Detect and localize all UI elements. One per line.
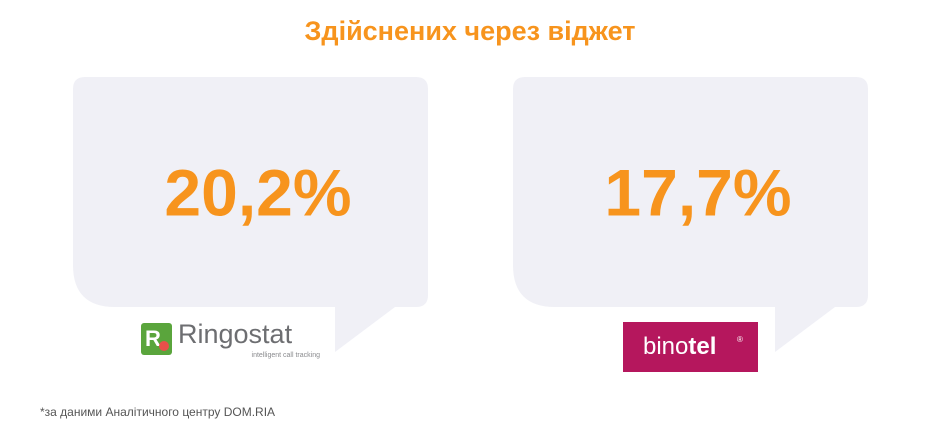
speech-bubble bbox=[513, 77, 868, 352]
logo-name: Ringostat bbox=[178, 319, 293, 349]
logo-icon-letter: R bbox=[145, 326, 161, 351]
ringostat-logo: R Ringostat intelligent call tracking bbox=[141, 319, 320, 359]
stat-value: 20,2% bbox=[164, 155, 351, 229]
logo-name-part: bino bbox=[643, 333, 688, 360]
binotel-logo: binotel ® bbox=[623, 322, 758, 372]
logo-name-part: tel bbox=[688, 333, 716, 360]
logo-background bbox=[623, 322, 758, 372]
footnote: *за даними Аналітичного центру DOM.RIA bbox=[40, 405, 275, 419]
logo-tagline: intelligent call tracking bbox=[252, 352, 321, 359]
logo-icon-dot bbox=[159, 341, 169, 351]
speech-bubble bbox=[73, 77, 428, 352]
title: Здійснених через віджет bbox=[305, 16, 636, 46]
logo-mark: ® bbox=[737, 335, 743, 344]
stat-value: 17,7% bbox=[604, 155, 791, 229]
logo-name: binotel bbox=[643, 333, 716, 360]
